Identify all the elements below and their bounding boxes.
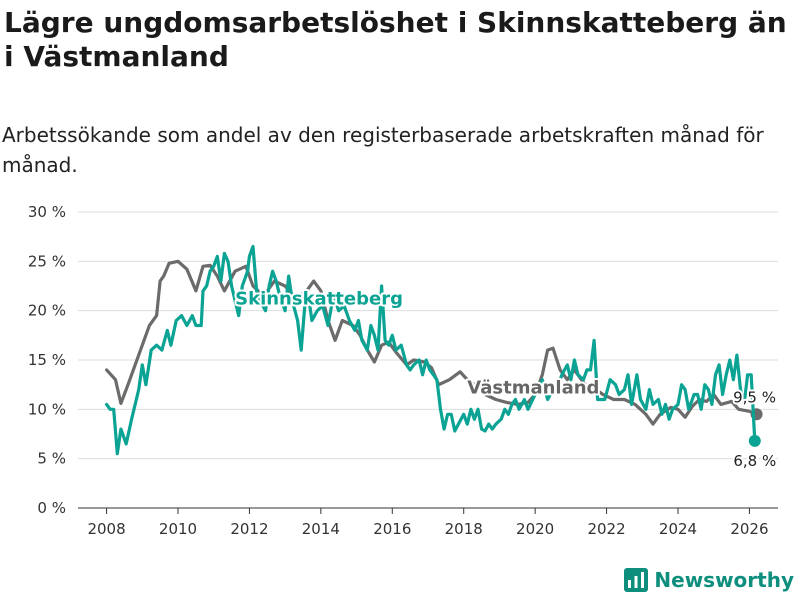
x-tick-label: 2024 (659, 520, 697, 538)
x-tick-label: 2014 (302, 520, 340, 538)
series-lines (105, 244, 763, 456)
bar-chart-icon (624, 568, 649, 592)
end-label-vastmanland: 9,5 % (733, 388, 776, 406)
x-tick-label: 2026 (730, 520, 768, 538)
series-label-skinnskatteberg: Skinnskatteberg (235, 289, 403, 310)
newsworthy-logo: Newsworthy (624, 566, 794, 594)
brand-name: Newsworthy (654, 568, 794, 592)
x-tick-label: 2018 (445, 520, 483, 538)
x-axis: 2008 2010 2012 2014 2016 2018 2020 2022 2024 2026 (87, 508, 769, 538)
chart-subtitle: Arbetssökande som andel av den registerb… (2, 123, 764, 177)
y-tick-label: 25 % (28, 252, 66, 270)
series-label-vastmanland: Västmanland (467, 378, 599, 399)
end-point-skinnskatteberg (748, 434, 761, 447)
x-tick-label: 2022 (587, 520, 625, 538)
y-tick-label: 0 % (37, 499, 66, 517)
y-tick-label: 5 % (37, 450, 66, 468)
y-tick-label: 10 % (28, 400, 66, 418)
y-tick-label: 30 % (28, 203, 66, 221)
chart-title: Lägre ungdomsarbetslöshet i Skinnskatteb… (4, 6, 787, 73)
x-tick-label: 2010 (159, 520, 197, 538)
x-tick-label: 2016 (373, 520, 411, 538)
series-line-skinnskatteberg (105, 244, 757, 456)
x-tick-label: 2008 (87, 520, 125, 538)
x-tick-label: 2012 (230, 520, 268, 538)
x-tick-label: 2020 (516, 520, 554, 538)
end-label-skinnskatteberg: 6,8 % (733, 452, 776, 470)
gridlines (78, 211, 778, 509)
y-axis-ticks: 0 % 5 % 10 % 15 % 20 % 25 % 30 % (28, 203, 66, 517)
series-labels: Skinnskatteberg Västmanland 9,5 % 6,8 % (233, 287, 778, 472)
y-tick-label: 15 % (28, 351, 66, 369)
y-tick-label: 20 % (28, 302, 66, 320)
